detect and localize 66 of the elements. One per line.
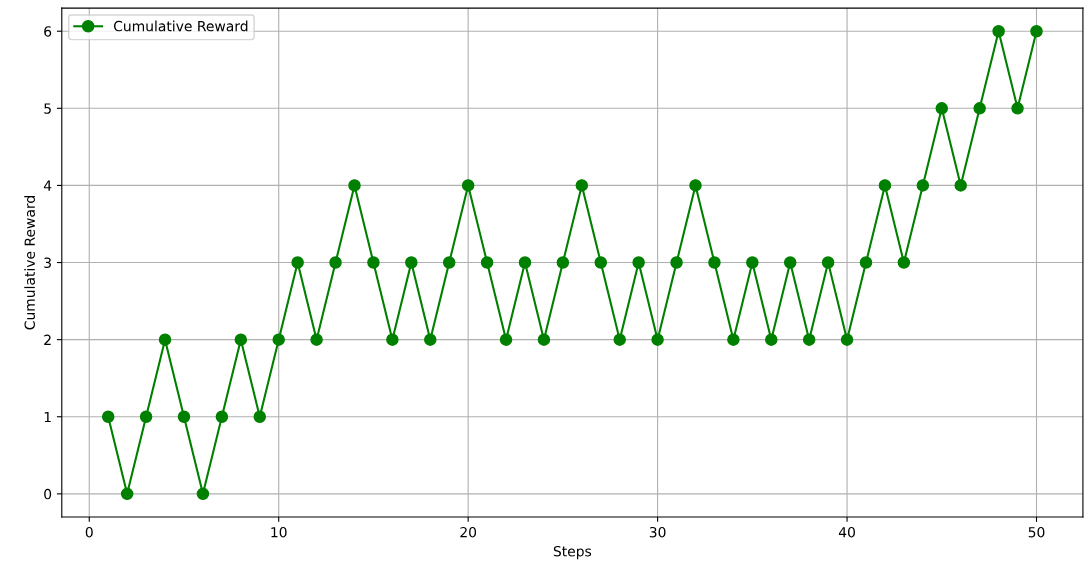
point [158,333,172,346]
point [196,487,210,501]
point [405,256,418,269]
point [859,256,873,269]
point [613,333,626,346]
point [916,179,930,192]
y-tick-label: 0 [44,488,52,500]
point [367,256,380,269]
x-tick-label: 50 [1028,526,1045,538]
point [499,333,513,346]
x-tick-label: 30 [649,526,666,538]
point [272,333,285,346]
y-tick-label: 5 [44,103,51,114]
point [840,333,854,346]
x-tick-label: 40 [838,526,855,538]
point [689,179,702,192]
point [954,179,967,192]
point [480,256,494,269]
point [461,179,475,192]
point [518,256,532,269]
point [537,333,551,346]
point [992,24,1005,38]
y-axis-title: Cumulative Reward [24,196,35,330]
point [386,333,399,346]
point [594,256,608,269]
point [708,256,721,269]
point [215,410,229,424]
point [101,410,115,424]
x-tick-label: 20 [460,526,477,538]
point [878,179,892,192]
y-tick-label: 6 [44,26,52,37]
point [442,256,456,269]
point [329,256,342,269]
point [727,333,740,346]
y-tick-label: 2 [44,334,51,345]
point [935,102,949,115]
point [234,333,248,346]
y-tick-label: 3 [44,257,51,269]
point [139,410,153,424]
point [651,333,664,346]
point [746,256,759,269]
point [897,256,911,269]
y-tick-label: 4 [43,180,52,191]
point [1030,24,1043,38]
point [802,333,816,346]
point [556,256,570,269]
y-tick-label: 1 [44,411,51,423]
point [1011,102,1024,115]
point [291,256,304,269]
point [424,333,437,346]
point [973,102,986,115]
x-axis-title: Steps [553,545,592,560]
point [310,333,323,346]
point [632,256,645,269]
point [120,487,134,501]
point [670,256,683,269]
point [575,179,589,192]
point [765,333,778,346]
point [348,179,361,192]
point [821,256,835,269]
point [177,410,191,424]
legend-label: Cumulative Reward [113,20,248,32]
point [783,256,797,269]
point [253,410,267,424]
x-tick-label: 10 [271,526,287,538]
x-tick-label: 0 [85,526,93,538]
